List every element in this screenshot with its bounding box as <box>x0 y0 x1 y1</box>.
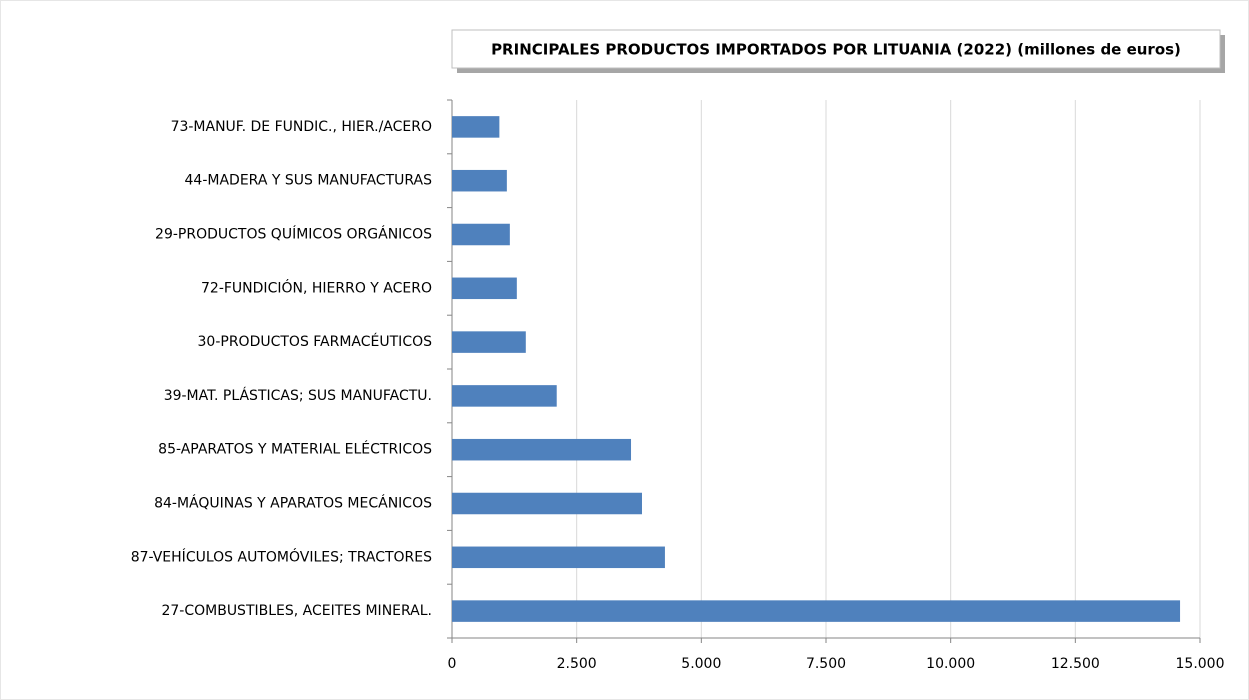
x-tick-label: 0 <box>448 656 457 672</box>
y-tick-label: 30-PRODUCTOS FARMACÉUTICOS <box>198 333 433 350</box>
x-tick-label: 10.000 <box>926 656 975 672</box>
chart-title: PRINCIPALES PRODUCTOS IMPORTADOS POR LIT… <box>491 41 1181 59</box>
bar <box>452 385 557 407</box>
y-tick-label: 27-COMBUSTIBLES, ACEITES MINERAL. <box>161 603 432 619</box>
x-tick-label: 12.500 <box>1051 656 1100 672</box>
bar <box>452 277 517 300</box>
y-tick-label: 39-MAT. PLÁSTICAS; SUS MANUFACTU. <box>164 387 432 404</box>
bar <box>452 600 1181 622</box>
bar <box>452 492 642 515</box>
bar <box>452 546 665 569</box>
bar <box>452 116 500 138</box>
y-tick-label: 85-APARATOS Y MATERIAL ELÉCTRICOS <box>158 441 432 458</box>
x-tick-label: 2.500 <box>557 656 597 672</box>
bar <box>452 169 507 192</box>
y-tick-label: 73-MANUF. DE FUNDIC., HIER./ACERO <box>171 119 432 135</box>
bar <box>452 223 510 246</box>
y-tick-label: 29-PRODUCTOS QUÍMICOS ORGÁNICOS <box>155 226 432 243</box>
x-tick-label: 15.000 <box>1176 656 1225 672</box>
y-tick-label: 44-MADERA Y SUS MANUFACTURAS <box>185 173 433 189</box>
x-tick-label: 7.500 <box>806 656 846 672</box>
y-tick-label: 87-VEHÍCULOS AUTOMÓVILES; TRACTORES <box>131 547 432 565</box>
bar <box>452 331 526 353</box>
title-box <box>451 29 1221 69</box>
x-tick-label: 5.000 <box>681 656 721 672</box>
y-tick-label: 72-FUNDICIÓN, HIERRO Y ACERO <box>201 278 432 296</box>
y-tick-label: 84-MÁQUINAS Y APARATOS MECÁNICOS <box>154 495 432 512</box>
bar <box>452 438 632 461</box>
